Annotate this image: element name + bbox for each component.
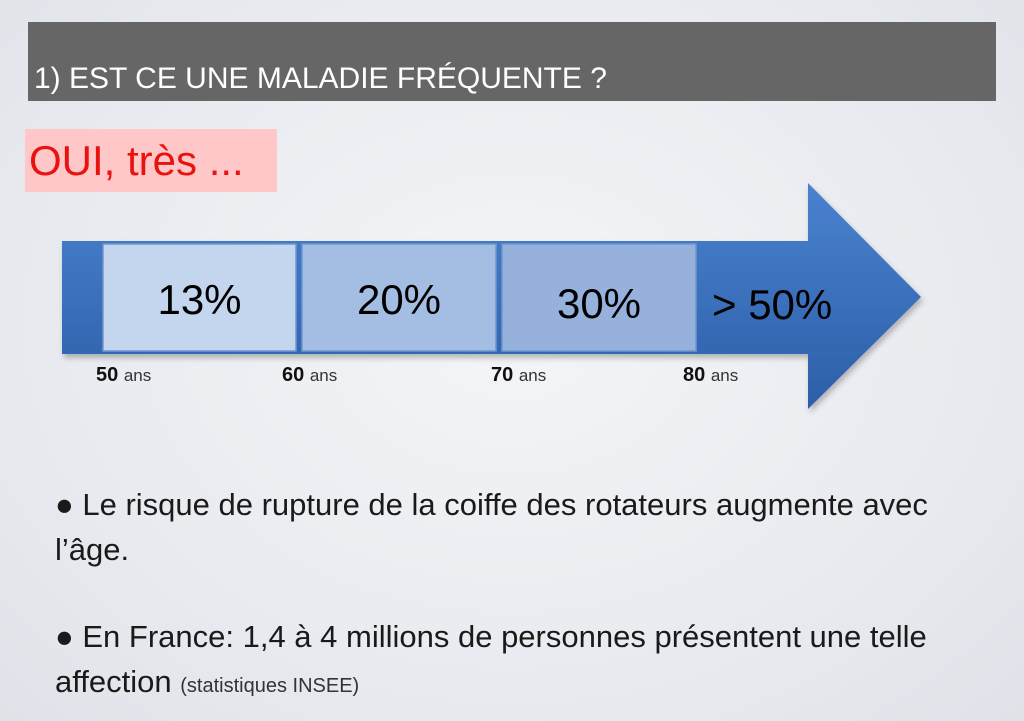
slide-title: 1) EST CE UNE MALADIE FRÉQUENTE ? [34,62,607,95]
bullet-marker: ● [55,619,74,654]
age-label-60: 60 ans [282,364,338,386]
bullet-text: Le risque de rupture de la coiffe des ro… [55,487,928,567]
slide-title-bar: 1) EST CE UNE MALADIE FRÉQUENTE ? [28,22,996,101]
bullet-text: En France: 1,4 à 4 millions de personnes… [55,619,927,699]
segment-label-30: 30% [556,280,642,327]
age-label-70: 70 ans [491,364,547,386]
bullet-marker: ● [55,487,74,522]
age-label-80: 80 ans [683,364,739,386]
segment-label-50-plus: > 50% [712,281,833,328]
bullet-france: ● En France: 1,4 à 4 millions de personn… [55,614,985,709]
segment-box-2 [301,243,497,352]
bullet-risk: ● Le risque de rupture de la coiffe des … [55,482,975,572]
segment-label-20: 20% [356,276,442,323]
segment-box-3 [501,243,697,352]
bullet-source-note: (statistiques INSEE) [180,675,360,697]
segment-label-13: 13% [157,276,242,323]
answer-highlight: OUI, très ... [25,129,277,192]
age-label-50: 50 ans [96,364,152,386]
segment-box-1 [102,243,297,352]
answer-text: OUI, très ... [29,137,244,184]
